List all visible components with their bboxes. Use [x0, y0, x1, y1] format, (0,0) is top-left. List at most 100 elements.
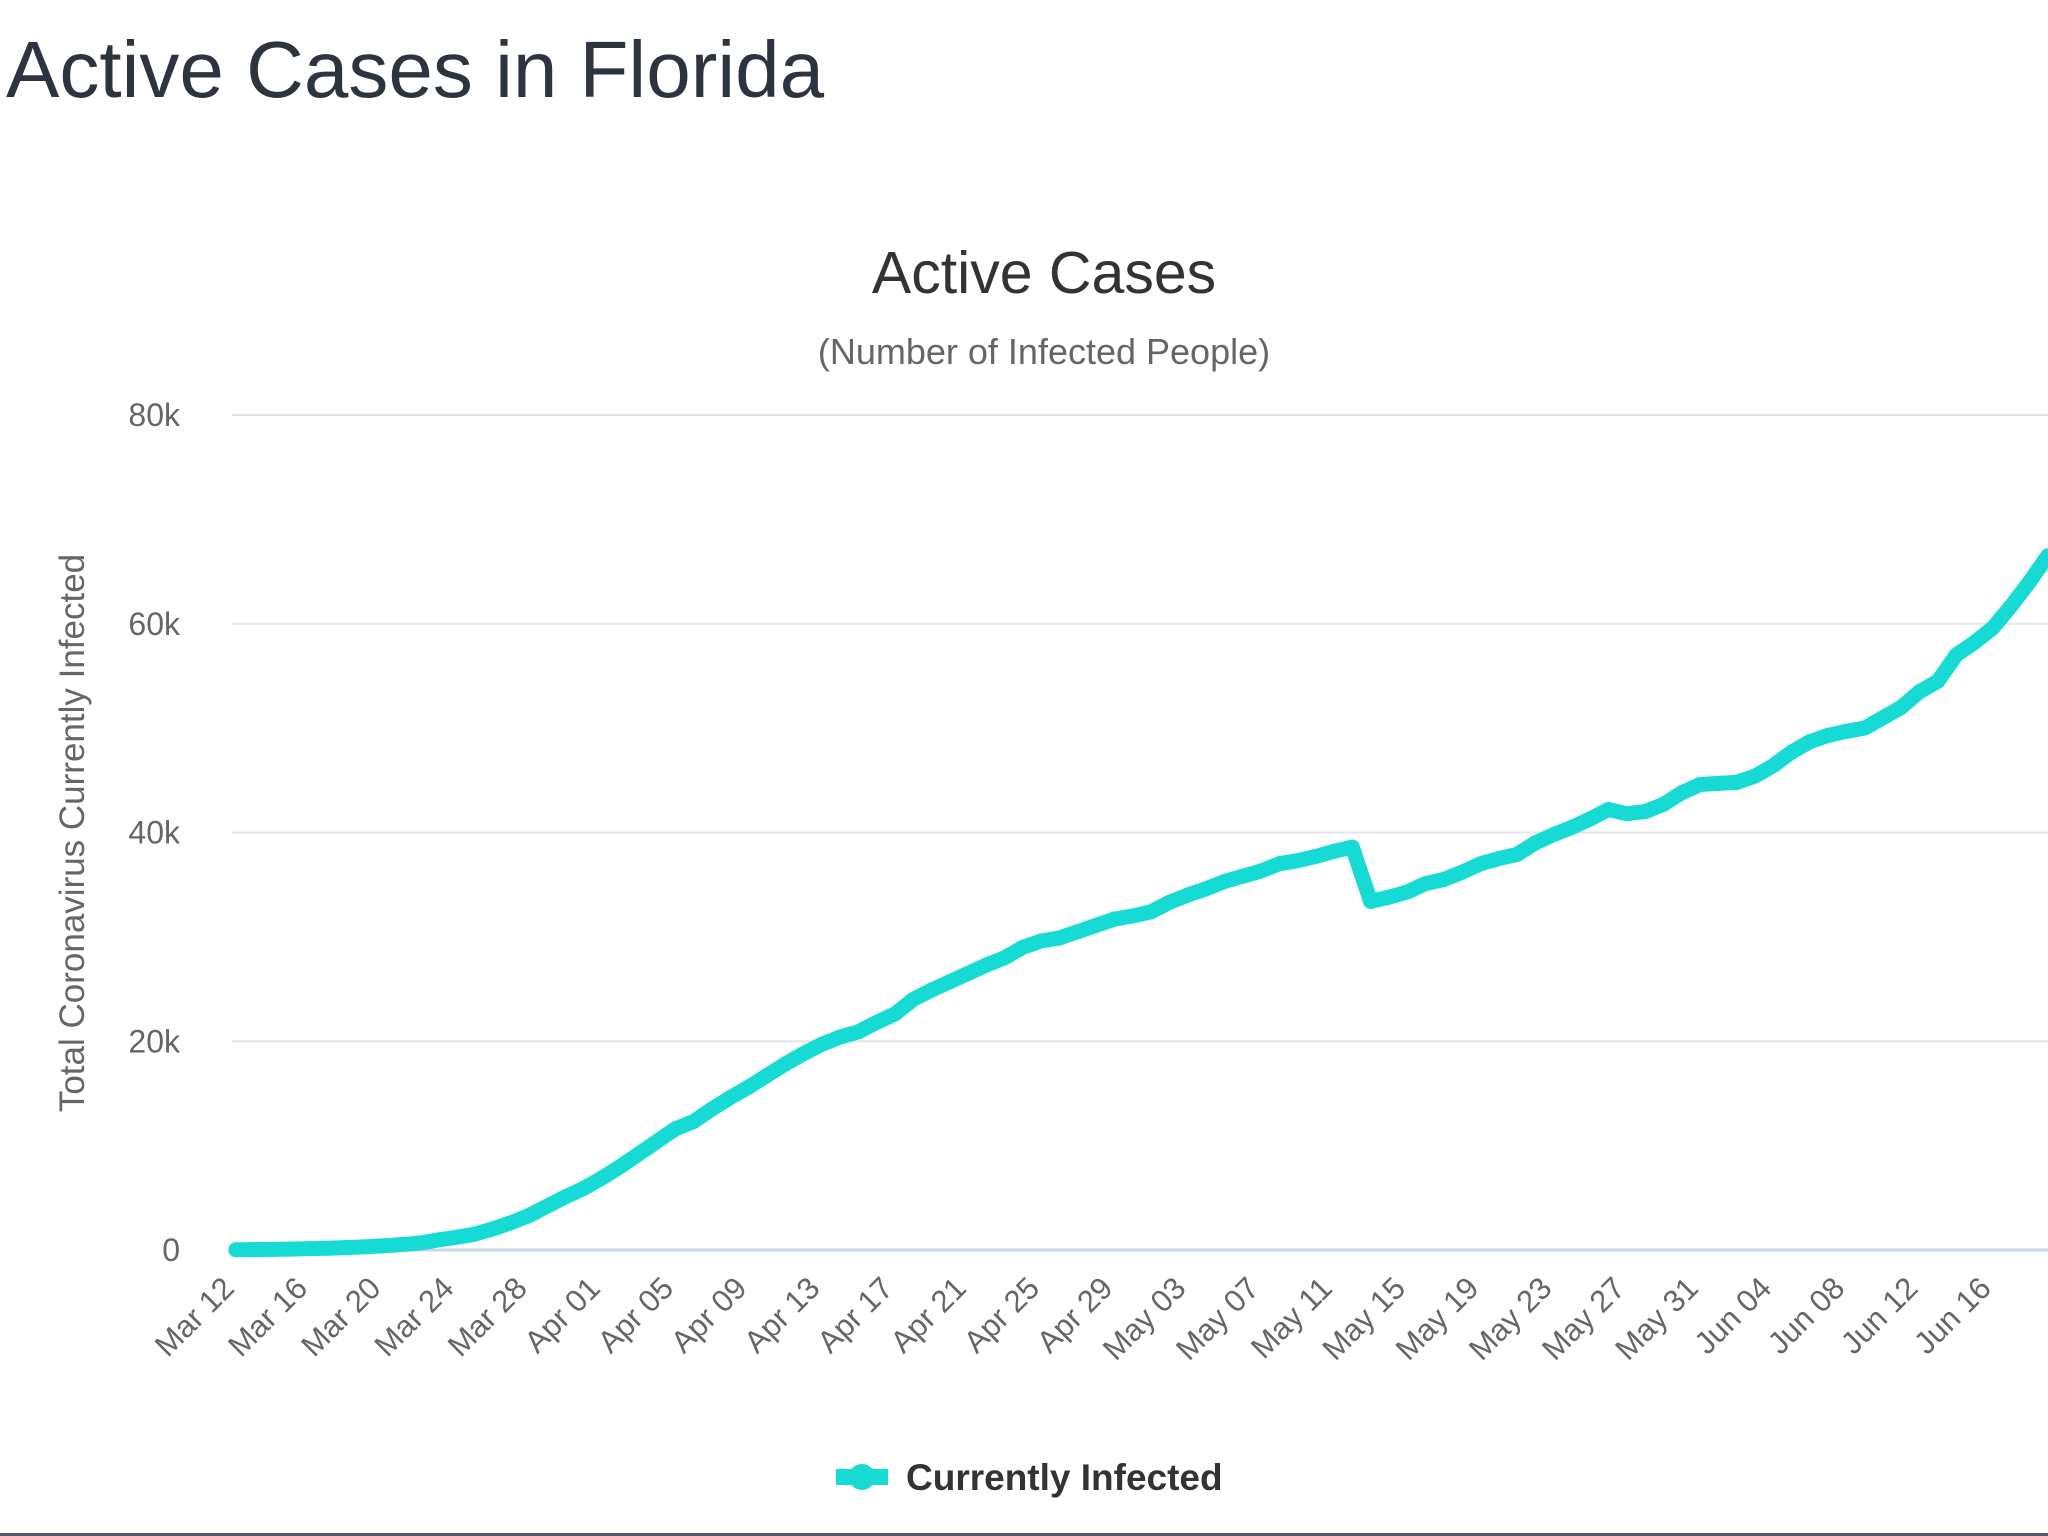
data-point[interactable] [2040, 548, 2048, 564]
data-point[interactable] [1381, 889, 1397, 905]
data-point[interactable] [869, 1015, 884, 1030]
data-point[interactable] [1619, 806, 1635, 822]
data-point[interactable] [1564, 819, 1580, 835]
data-point[interactable] [1015, 939, 1031, 955]
data-point[interactable] [521, 1208, 537, 1224]
data-point[interactable] [1033, 933, 1049, 949]
data-point[interactable] [1527, 835, 1543, 851]
data-point[interactable] [356, 1239, 372, 1255]
data-point[interactable] [1948, 647, 1964, 663]
data-point[interactable] [1180, 887, 1196, 903]
data-point[interactable] [320, 1240, 335, 1256]
data-point[interactable] [795, 1046, 811, 1062]
data-point[interactable] [1802, 734, 1818, 750]
data-point[interactable] [1601, 802, 1616, 817]
data-point[interactable] [1747, 768, 1763, 784]
data-point[interactable] [997, 950, 1013, 966]
data-point[interactable] [978, 957, 994, 973]
data-point[interactable] [631, 1146, 647, 1162]
data-point[interactable] [923, 982, 939, 998]
data-point[interactable] [1491, 851, 1507, 867]
data-point[interactable] [1655, 796, 1671, 812]
data-point[interactable] [411, 1235, 427, 1251]
data-point[interactable] [740, 1079, 756, 1095]
data-point[interactable] [1161, 894, 1177, 910]
data-point[interactable] [429, 1232, 445, 1248]
data-point[interactable] [1253, 863, 1269, 879]
data-point[interactable] [557, 1189, 573, 1205]
data-point[interactable] [1893, 699, 1909, 715]
data-point[interactable] [1692, 777, 1708, 792]
data-point[interactable] [1143, 904, 1159, 920]
data-point[interactable] [1875, 710, 1891, 726]
data-point[interactable] [777, 1056, 793, 1072]
data-point[interactable] [1967, 635, 1982, 650]
data-point[interactable] [1765, 758, 1781, 774]
data-point[interactable] [448, 1230, 464, 1245]
data-point[interactable] [1820, 727, 1836, 743]
data-point[interactable] [850, 1024, 866, 1040]
data-point[interactable] [1509, 846, 1525, 862]
data-point[interactable] [484, 1221, 500, 1237]
data-point[interactable] [942, 974, 958, 990]
data-point[interactable] [1436, 872, 1452, 887]
data-point[interactable] [301, 1241, 317, 1257]
data-point[interactable] [722, 1090, 738, 1106]
data-point[interactable] [374, 1238, 390, 1254]
data-point[interactable] [1912, 684, 1928, 700]
data-point[interactable] [2021, 574, 2037, 590]
data-point[interactable] [283, 1241, 299, 1257]
data-point[interactable] [1674, 785, 1690, 801]
data-point[interactable] [1070, 924, 1086, 940]
data-point[interactable] [1857, 720, 1873, 736]
data-point[interactable] [1106, 911, 1122, 927]
data-point[interactable] [466, 1226, 482, 1242]
data-point[interactable] [338, 1240, 354, 1256]
data-point[interactable] [759, 1068, 775, 1084]
data-point[interactable] [2003, 598, 2019, 614]
data-point[interactable] [539, 1198, 555, 1214]
data-point[interactable] [1216, 874, 1232, 890]
data-point[interactable] [1363, 893, 1379, 909]
data-point[interactable] [576, 1180, 592, 1196]
data-point[interactable] [1125, 908, 1141, 924]
data-point[interactable] [887, 1006, 903, 1022]
data-point[interactable] [594, 1170, 610, 1186]
data-point[interactable] [1399, 884, 1415, 900]
data-point[interactable] [503, 1215, 518, 1231]
data-point[interactable] [1838, 723, 1854, 739]
series-line-currently-infected[interactable] [228, 548, 2048, 1258]
data-point[interactable] [393, 1237, 409, 1253]
data-point[interactable] [1710, 775, 1726, 791]
data-point[interactable] [1308, 849, 1324, 864]
data-point[interactable] [612, 1159, 628, 1174]
legend-item-currently-infected[interactable]: Currently Infected [906, 1457, 1223, 1498]
data-point[interactable] [246, 1242, 262, 1258]
data-point[interactable] [1637, 804, 1653, 820]
data-point[interactable] [1052, 930, 1067, 946]
data-point[interactable] [1326, 843, 1342, 859]
data-point[interactable] [960, 965, 976, 981]
data-point[interactable] [228, 1242, 244, 1258]
data-point[interactable] [1198, 881, 1214, 897]
data-point[interactable] [1582, 811, 1598, 827]
data-point[interactable] [1546, 827, 1562, 843]
data-point[interactable] [905, 992, 921, 1007]
data-point[interactable] [1289, 853, 1305, 869]
data-point[interactable] [1088, 917, 1104, 933]
data-point[interactable] [1235, 868, 1250, 884]
data-point[interactable] [814, 1036, 830, 1052]
data-point[interactable] [649, 1134, 665, 1149]
data-point[interactable] [704, 1101, 720, 1117]
data-point[interactable] [832, 1029, 848, 1045]
data-point[interactable] [667, 1121, 683, 1137]
data-point[interactable] [1930, 673, 1946, 689]
data-point[interactable] [1784, 744, 1799, 760]
data-point[interactable] [1344, 839, 1360, 855]
data-point[interactable] [1418, 876, 1433, 892]
data-point[interactable] [1472, 856, 1488, 872]
data-point[interactable] [1729, 774, 1745, 790]
data-point[interactable] [1985, 620, 2001, 636]
legend[interactable]: Currently Infected [836, 1457, 1223, 1498]
data-point[interactable] [265, 1241, 281, 1257]
